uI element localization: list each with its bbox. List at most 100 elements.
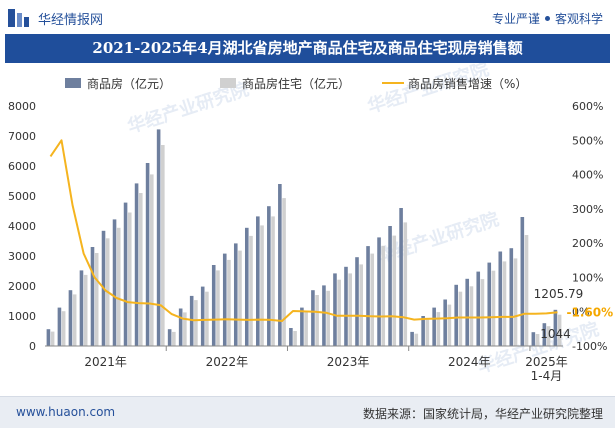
bar-commercial (410, 331, 414, 346)
bar-residential (469, 286, 474, 346)
bar-residential (183, 312, 187, 346)
bar-commercial (233, 243, 238, 346)
bar-commercial (222, 253, 227, 346)
bar-residential (72, 294, 77, 346)
bar-residential (249, 235, 253, 346)
bar-residential (260, 225, 264, 346)
x-group-label: 2025年 (525, 355, 568, 369)
bar-commercial (388, 226, 392, 346)
y-right-tick: 0% (572, 306, 589, 319)
bar-commercial (344, 266, 348, 346)
bar-commercial (68, 290, 73, 346)
y-left-tick: 4000 (8, 220, 36, 233)
bar-commercial (399, 208, 403, 346)
bar-residential (83, 274, 88, 346)
bar-residential (381, 245, 386, 346)
bar-commercial (57, 307, 62, 346)
bar-residential (50, 331, 55, 346)
x-group-label: 2021年 (84, 355, 127, 369)
y-left-tick: 8000 (8, 100, 36, 113)
bar-residential (557, 314, 562, 346)
bar-commercial (465, 278, 470, 346)
y-right-tick: 600% (572, 100, 603, 113)
top-header: 华经情报网 专业严谨 客观科学 (0, 0, 615, 34)
bar-residential (370, 253, 375, 346)
bar-residential (524, 235, 529, 346)
bar-residential (282, 198, 286, 346)
label-bar2-last: 1044 (540, 327, 571, 341)
bar-residential (116, 227, 121, 346)
bar-commercial (531, 332, 536, 346)
slogan: 专业严谨 客观科学 (492, 10, 603, 27)
bar-residential (238, 250, 242, 346)
bar-commercial (46, 329, 51, 346)
bar-commercial (509, 248, 514, 346)
y-right-tick: 300% (572, 203, 603, 216)
bar-residential (403, 222, 408, 346)
bar-commercial (156, 129, 161, 346)
bar-commercial (123, 202, 128, 346)
label-bar-last: 1205.79 (534, 287, 584, 301)
bar-commercial (112, 219, 117, 346)
bar-residential (61, 311, 66, 346)
bar-commercial (134, 183, 139, 346)
bar-commercial (167, 329, 172, 346)
bar-commercial (178, 308, 183, 346)
footer-source: 数据来源：国家统计局，华经产业研究院整理 (362, 407, 603, 421)
legend-label-1: 商品房住宅（亿元） (242, 76, 350, 91)
slogan-dot-icon (544, 16, 550, 21)
bar-commercial (278, 184, 282, 346)
y-right-tick: 200% (572, 237, 603, 250)
slogan-right: 客观科学 (554, 12, 603, 26)
bar-commercial (322, 285, 326, 346)
bar-residential (480, 279, 485, 346)
bar-commercial (421, 316, 425, 346)
brand-logo-icon (8, 9, 29, 27)
bar-commercial (244, 227, 249, 346)
x-group-label: 2024年 (448, 355, 491, 369)
x-group-label: 2023年 (327, 355, 370, 369)
bar-residential (535, 334, 540, 346)
bar-residential (491, 270, 496, 346)
bar-commercial (289, 328, 293, 346)
y-right-tick: 100% (572, 271, 603, 284)
bar-residential (150, 174, 154, 346)
legend-swatch-0 (65, 78, 81, 88)
bar-residential (348, 273, 352, 346)
bar-residential (337, 279, 341, 346)
bar-residential (447, 304, 452, 346)
bar-residential (414, 333, 419, 346)
bar-commercial (454, 284, 458, 346)
bar-residential (513, 258, 518, 346)
bar-residential (546, 326, 551, 346)
bar-residential (271, 216, 275, 346)
bar-residential (94, 253, 99, 346)
bar-commercial (432, 307, 436, 346)
bar-commercial (355, 257, 359, 346)
legend-swatch-1 (220, 78, 236, 88)
bar-commercial (443, 299, 447, 346)
bar-residential (502, 261, 507, 346)
x-group-sublabel: 1-4月 (531, 369, 563, 383)
bar-commercial (311, 290, 315, 346)
y-left-tick: 3000 (8, 250, 36, 263)
bar-commercial (553, 309, 558, 346)
bar-commercial (476, 271, 481, 346)
bar-residential (326, 290, 330, 346)
bar-commercial (520, 217, 525, 346)
y-left-tick: 0 (29, 340, 36, 353)
y-left-tick: 7000 (8, 130, 36, 143)
bar-commercial (366, 246, 370, 346)
bar-residential (425, 319, 430, 346)
slogan-left: 专业严谨 (491, 12, 540, 26)
y-left-tick: 1000 (8, 310, 36, 323)
legend-label-2: 商品房销售增速（%） (408, 76, 527, 91)
chart-title: 2021-2025年4月湖北省房地产商品住宅及商品住宅现房销售额 (92, 39, 523, 57)
bar-residential (138, 193, 143, 346)
bar-residential (315, 295, 319, 346)
bar-residential (359, 264, 364, 346)
footer-site: www.huaon.com (16, 405, 116, 419)
bar-commercial (256, 216, 260, 346)
bar-residential (392, 235, 397, 346)
